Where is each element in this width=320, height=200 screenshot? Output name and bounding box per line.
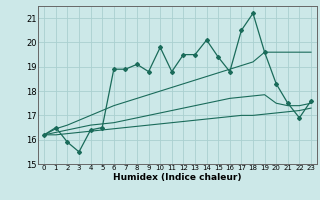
X-axis label: Humidex (Indice chaleur): Humidex (Indice chaleur) — [113, 173, 242, 182]
